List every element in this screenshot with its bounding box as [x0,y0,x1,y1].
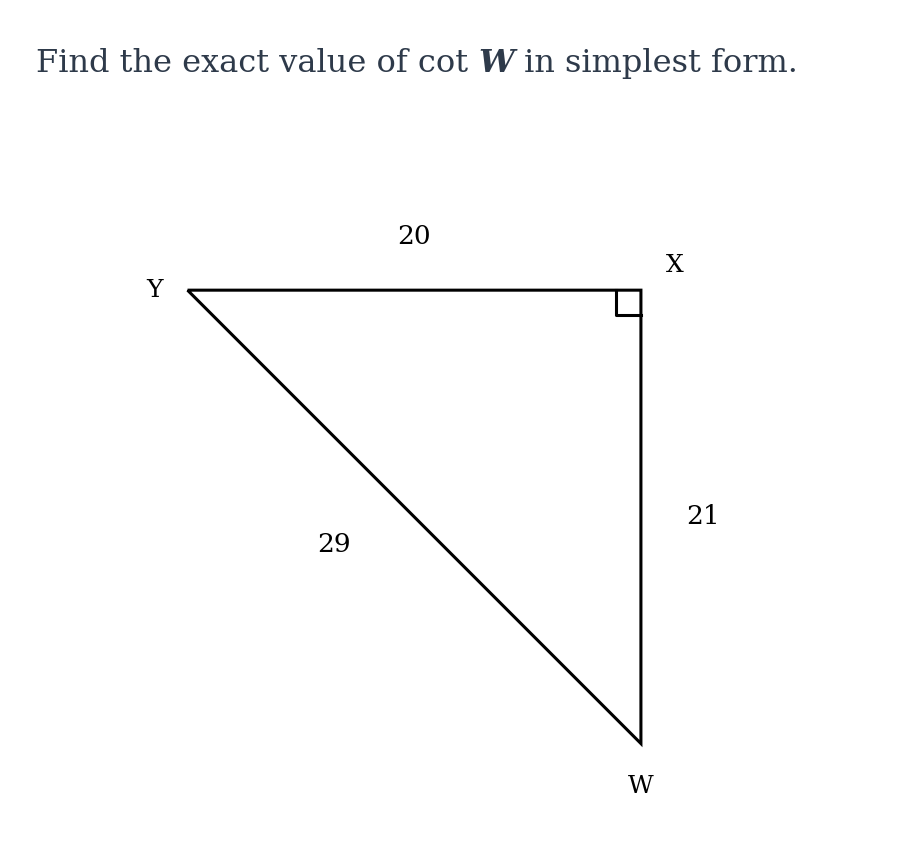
Text: W: W [628,775,654,798]
Text: X: X [666,253,684,276]
Text: Y: Y [146,279,162,301]
Text: Find the exact value of cot: Find the exact value of cot [36,48,478,78]
Text: W: W [478,48,514,78]
Text: in simplest form.: in simplest form. [514,48,798,78]
Text: 21: 21 [687,504,720,530]
Text: 29: 29 [317,531,350,557]
Text: 20: 20 [397,224,431,249]
